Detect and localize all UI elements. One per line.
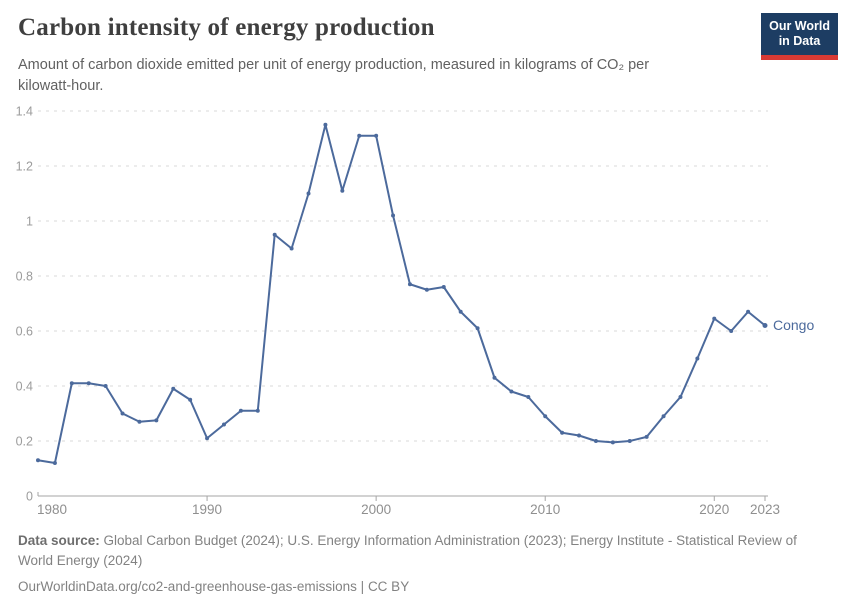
data-point-marker	[272, 232, 277, 237]
data-point-marker	[221, 422, 226, 427]
data-source-label: Data source:	[18, 533, 100, 548]
data-point-marker	[577, 433, 582, 438]
x-axis-tick-label: 1990	[192, 502, 222, 517]
data-point-marker	[492, 375, 497, 380]
owid-logo-line2: in Data	[778, 34, 821, 49]
y-axis-tick-label: 0.4	[16, 380, 33, 394]
data-point-marker	[306, 191, 311, 196]
data-point-marker	[52, 461, 57, 465]
data-source-text: Global Carbon Budget (2024); U.S. Energy…	[18, 533, 797, 569]
data-point-marker	[86, 381, 91, 386]
attribution-line: OurWorldinData.org/co2-and-greenhouse-ga…	[18, 577, 810, 597]
x-axis-tick-label: 1980	[37, 502, 67, 517]
data-point-marker	[424, 287, 429, 292]
y-axis-tick-label: 0.2	[16, 435, 33, 449]
data-point-marker	[137, 419, 142, 424]
data-point-marker	[746, 309, 751, 314]
data-source-line: Data source: Global Carbon Budget (2024)…	[18, 531, 810, 572]
x-axis-tick-label: 2020	[699, 502, 729, 517]
data-point-marker	[407, 282, 412, 287]
owid-logo[interactable]: Our World in Data	[761, 13, 838, 60]
data-point-marker	[374, 133, 379, 138]
data-point-marker	[543, 414, 548, 419]
x-axis: 1980 1990 2000 2010 2020 2023	[37, 492, 780, 517]
data-point-marker	[644, 434, 649, 439]
y-axis: 0 0.2 0.4 0.6 0.8 1 1.2 1.4	[16, 105, 768, 504]
series-congo: Congo	[36, 122, 814, 465]
y-axis-tick-label: 0	[26, 490, 33, 504]
data-point-marker	[712, 316, 717, 321]
x-axis-tick-label: 2000	[361, 502, 391, 517]
data-point-marker	[289, 246, 294, 251]
series-line	[37, 123, 766, 464]
data-point-marker	[205, 436, 210, 441]
data-point-marker	[188, 397, 193, 402]
owid-logo-line1: Our World	[769, 19, 830, 33]
data-point-marker	[695, 356, 700, 361]
data-point-marker	[678, 395, 683, 399]
license-link[interactable]: CC BY	[367, 578, 410, 594]
chart-subtitle: Amount of carbon dioxide emitted per uni…	[18, 57, 650, 94]
data-point-marker	[661, 414, 666, 419]
data-point-marker	[69, 381, 74, 386]
data-point-marker	[154, 418, 159, 423]
license-separator: |	[356, 578, 368, 594]
data-point-marker	[171, 386, 176, 391]
chart-url-link[interactable]: OurWorldinData.org/co2-and-greenhouse-ga…	[18, 578, 357, 594]
data-point-marker	[441, 285, 446, 289]
data-point-marker	[509, 389, 514, 394]
data-point-marker	[340, 188, 345, 193]
data-point-marker	[391, 213, 396, 218]
y-axis-tick-label: 0.6	[16, 325, 33, 339]
data-point-marker	[610, 440, 615, 445]
data-point-marker	[526, 395, 531, 399]
data-point-marker	[729, 329, 734, 333]
data-point-marker	[255, 408, 260, 413]
data-point-marker	[36, 458, 40, 463]
data-point-marker	[357, 133, 362, 138]
data-point-marker	[475, 326, 480, 331]
y-axis-tick-label: 1.4	[16, 105, 33, 119]
y-axis-tick-label: 0.8	[16, 270, 33, 284]
data-point-marker	[627, 439, 632, 443]
y-axis-tick-label: 1	[26, 215, 33, 229]
x-axis-tick-label: 2010	[530, 502, 560, 517]
data-point-marker	[560, 430, 565, 435]
line-chart[interactable]: 0 0.2 0.4 0.6 0.8 1 1.2 1.4 1980 1990 2000 2010 2020…	[0, 100, 850, 525]
data-point-marker	[323, 122, 328, 127]
page-title: Carbon intensity of energy production	[18, 14, 435, 41]
chart-footer: Data source: Global Carbon Budget (2024)…	[18, 531, 810, 597]
data-point-marker	[238, 408, 243, 413]
data-point-marker	[458, 309, 463, 314]
data-point-marker	[120, 411, 125, 416]
x-axis-tick-label: 2023	[750, 502, 780, 517]
y-axis-tick-label: 1.2	[16, 160, 33, 174]
data-point-marker	[103, 384, 108, 388]
series-end-marker	[762, 323, 768, 328]
data-point-marker	[593, 439, 598, 443]
series-entity-label[interactable]: Congo	[773, 317, 814, 333]
